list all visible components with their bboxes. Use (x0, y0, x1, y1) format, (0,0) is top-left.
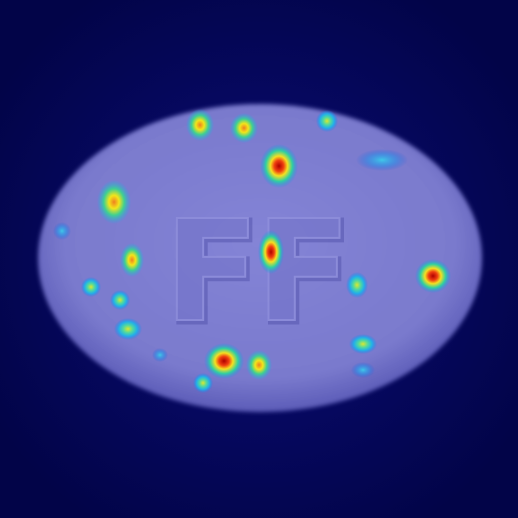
hotspot-bottom-center (204, 343, 244, 379)
hotspot-left-lower-b (110, 290, 130, 310)
hotspot-top-left (186, 109, 214, 141)
hotspot-lower-center-small (152, 348, 168, 362)
hotspot-bottom-small (193, 373, 213, 393)
hotspot-right-lower-b (351, 362, 375, 378)
hotspot-left-upper (97, 180, 131, 224)
hotspot-upper-right-streak (356, 149, 408, 171)
hotspot-center (258, 230, 284, 274)
heatmap-hotspots (53, 109, 451, 393)
hotspot-bottom-center-2 (246, 350, 272, 380)
hotspot-left-mid (120, 243, 144, 277)
tablet-imprint: FF FF (163, 190, 356, 359)
hotspot-right-mid (346, 272, 368, 298)
hotspot-left-bottom (114, 318, 142, 340)
hotspot-upper-center (260, 144, 298, 188)
hotspot-top-mid (230, 113, 258, 143)
imprint-text: FF (164, 191, 347, 354)
hotspot-left-lower-a (81, 277, 101, 297)
hotspot-right-lower-a (349, 334, 377, 354)
hotspot-right-edge (415, 259, 451, 293)
hotspot-top-right-small (316, 110, 338, 132)
imprint-shadow: FF (166, 193, 349, 356)
hotspot-left-edge (53, 222, 71, 240)
